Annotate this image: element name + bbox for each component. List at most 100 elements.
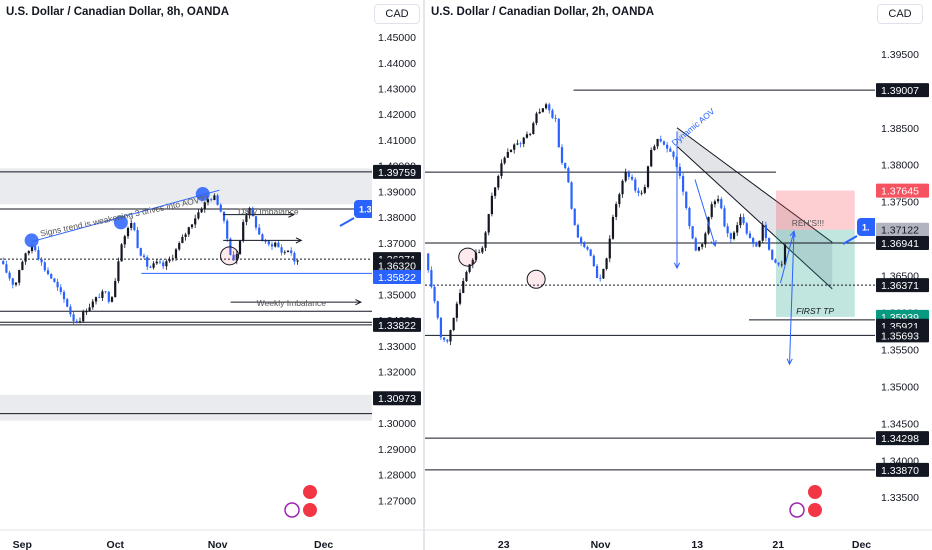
annotation-1: Daily Imbalance — [238, 207, 299, 217]
candle-body — [280, 247, 283, 253]
candle-body — [174, 249, 178, 259]
left-chart-canvas[interactable]: Signs trend is weakening 3 drives into A… — [0, 0, 424, 550]
candle-body — [752, 238, 755, 244]
candle-body — [69, 306, 72, 315]
x-tick-label: 13 — [691, 539, 703, 550]
candle-body — [142, 255, 146, 258]
x-tick-label: 21 — [772, 539, 784, 550]
price-label-box — [876, 222, 929, 237]
candle-body — [226, 220, 229, 239]
candle-body — [468, 264, 471, 272]
candle-body — [88, 307, 91, 312]
candle-body — [538, 111, 541, 114]
candle-body — [694, 238, 697, 251]
x-tick-label: Nov — [208, 539, 228, 550]
price-label-box — [876, 183, 929, 198]
panel-divider[interactable] — [423, 0, 425, 550]
candle-body — [634, 179, 637, 191]
candle-body — [710, 204, 713, 217]
candle-body — [178, 243, 181, 250]
candle-body — [522, 137, 525, 144]
candle-body — [503, 157, 506, 164]
price-label-text: 1.39759 — [378, 167, 416, 179]
candle-body — [452, 317, 455, 331]
candle-body — [187, 227, 190, 235]
candle-body — [222, 211, 226, 221]
candle-body — [126, 227, 130, 237]
candle-body — [576, 225, 580, 238]
candle-body — [21, 261, 24, 271]
price-label-text: 1.33870 — [881, 465, 919, 477]
candle-body — [713, 201, 717, 205]
candle-body — [573, 208, 576, 226]
candle-body — [481, 247, 484, 253]
candle-body — [471, 259, 474, 265]
candle-body — [666, 144, 669, 149]
highlight-circle-0 — [220, 246, 240, 266]
candle-body — [203, 202, 206, 210]
y-tick-label: 1.28000 — [378, 470, 416, 482]
candle-body — [732, 232, 736, 239]
candle-body — [72, 314, 75, 322]
candle-body — [605, 258, 608, 269]
candle-body — [184, 234, 187, 237]
candle-body — [53, 278, 56, 282]
canada-flag-icon — [808, 485, 822, 499]
candle-body — [114, 281, 117, 298]
pivot-marker-1 — [113, 215, 128, 230]
candle-body — [532, 123, 535, 134]
candle-body — [30, 246, 34, 251]
candle-body — [589, 249, 592, 256]
candle-body — [509, 149, 513, 153]
arrow-head-0 — [288, 211, 296, 218]
candle-body — [85, 311, 88, 313]
price-label-box — [373, 258, 421, 273]
candle-body — [513, 144, 516, 150]
candle-body — [497, 176, 500, 188]
price-label-text: 1.36371 — [881, 280, 919, 292]
price-label-box — [373, 164, 421, 179]
candle-body — [564, 162, 567, 169]
alert-callout-text: 1. — [862, 223, 870, 233]
candle-body — [59, 287, 62, 292]
candle-body — [219, 204, 222, 212]
candle-body — [248, 208, 251, 216]
candle-body — [580, 237, 583, 244]
left-currency-button[interactable]: CAD — [374, 4, 420, 24]
annotation-2: FIRST TP — [796, 306, 834, 316]
candle-body — [535, 113, 538, 124]
price-label-box — [876, 431, 929, 446]
candle-body — [200, 209, 203, 213]
candle-body — [716, 199, 720, 202]
y-tick-label: 1.44000 — [378, 58, 416, 70]
candle-body — [251, 208, 254, 217]
highlight-circle-0 — [458, 247, 478, 267]
candle-body — [697, 246, 701, 251]
arrow-head-1 — [295, 237, 303, 244]
y-tick-label: 1.45000 — [378, 32, 416, 44]
left-chart-panel[interactable]: Signs trend is weakening 3 drives into A… — [0, 0, 424, 550]
price-label-text: 1.36320 — [378, 261, 416, 273]
canada-flag-icon — [303, 485, 317, 499]
candle-body — [618, 194, 621, 205]
lightning-icon — [789, 502, 805, 518]
highlight-circle-1 — [526, 269, 546, 289]
us-flag-icon — [303, 503, 317, 517]
right-currency-button[interactable]: CAD — [877, 4, 923, 24]
candle-body — [748, 233, 752, 239]
candle-body — [439, 317, 443, 338]
candle-body — [446, 339, 449, 342]
arrow-head-1 — [710, 239, 717, 248]
y-tick-label: 1.38500 — [881, 123, 919, 135]
candle-body — [643, 187, 646, 193]
arrow-line-2 — [780, 231, 795, 284]
price-label-box — [876, 462, 929, 477]
candle-body — [168, 259, 171, 262]
candle-body — [296, 260, 299, 262]
price-label-text: 1.34298 — [881, 433, 919, 445]
candle-body — [493, 187, 497, 196]
price-label-text: 1.35693 — [881, 330, 919, 342]
y-tick-label: 1.35000 — [378, 289, 416, 301]
